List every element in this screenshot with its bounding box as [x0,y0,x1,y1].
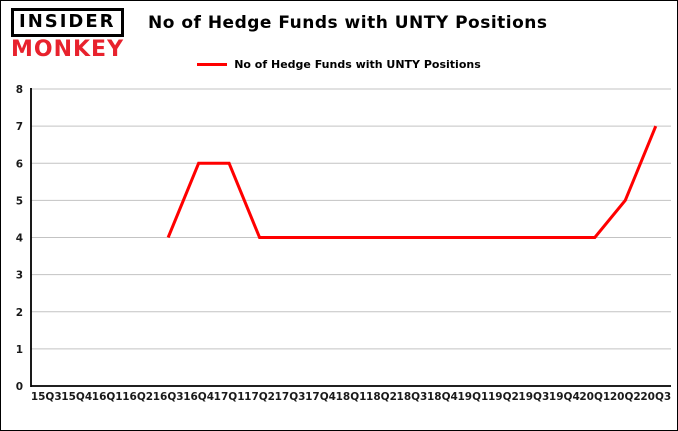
x-tick-label: 20Q3 [640,391,671,403]
legend-line-swatch [197,63,228,66]
y-tick-label: 3 [16,270,23,282]
x-tick-label: 18Q3 [397,391,428,403]
x-tick-label: 19Q4 [549,391,580,403]
x-tick-label: 17Q3 [275,391,306,403]
insider-monkey-logo: INSIDER MONKEY [11,8,141,61]
x-tick-label: 19Q2 [488,391,519,403]
logo-insider-text: INSIDER [11,8,124,37]
x-tick-label: 15Q3 [31,391,62,403]
x-tick-label: 18Q1 [336,391,367,403]
x-tick-label: 16Q3 [153,391,184,403]
y-tick-label: 6 [16,158,23,170]
y-tick-label: 0 [16,381,23,393]
x-tick-label: 20Q1 [579,391,610,403]
x-tick-label: 16Q1 [92,391,123,403]
x-tick-label: 18Q2 [366,391,397,403]
x-tick-label: 16Q2 [122,391,153,403]
legend-label: No of Hedge Funds with UNTY Positions [234,58,481,71]
x-tick-label: 17Q1 [214,391,245,403]
x-tick-label: 17Q4 [305,391,336,403]
chart-legend: No of Hedge Funds with UNTY Positions [1,58,677,71]
x-tick-label: 17Q2 [244,391,275,403]
y-tick-label: 8 [16,84,23,96]
y-tick-label: 2 [16,307,23,319]
x-tick-label: 20Q2 [610,391,641,403]
x-tick-label: 19Q1 [457,391,488,403]
logo-monkey-text: MONKEY [11,36,125,62]
x-tick-label: 15Q4 [61,391,92,403]
y-tick-label: 1 [16,344,23,356]
y-tick-label: 7 [16,121,23,133]
x-tick-label: 19Q3 [518,391,549,403]
y-tick-label: 4 [16,233,23,245]
series-line [166,125,658,239]
x-tick-label: 18Q4 [427,391,458,403]
chart-title: No of Hedge Funds with UNTY Positions [148,13,548,33]
x-tick-label: 16Q4 [183,391,214,403]
y-tick-label: 5 [16,195,23,207]
